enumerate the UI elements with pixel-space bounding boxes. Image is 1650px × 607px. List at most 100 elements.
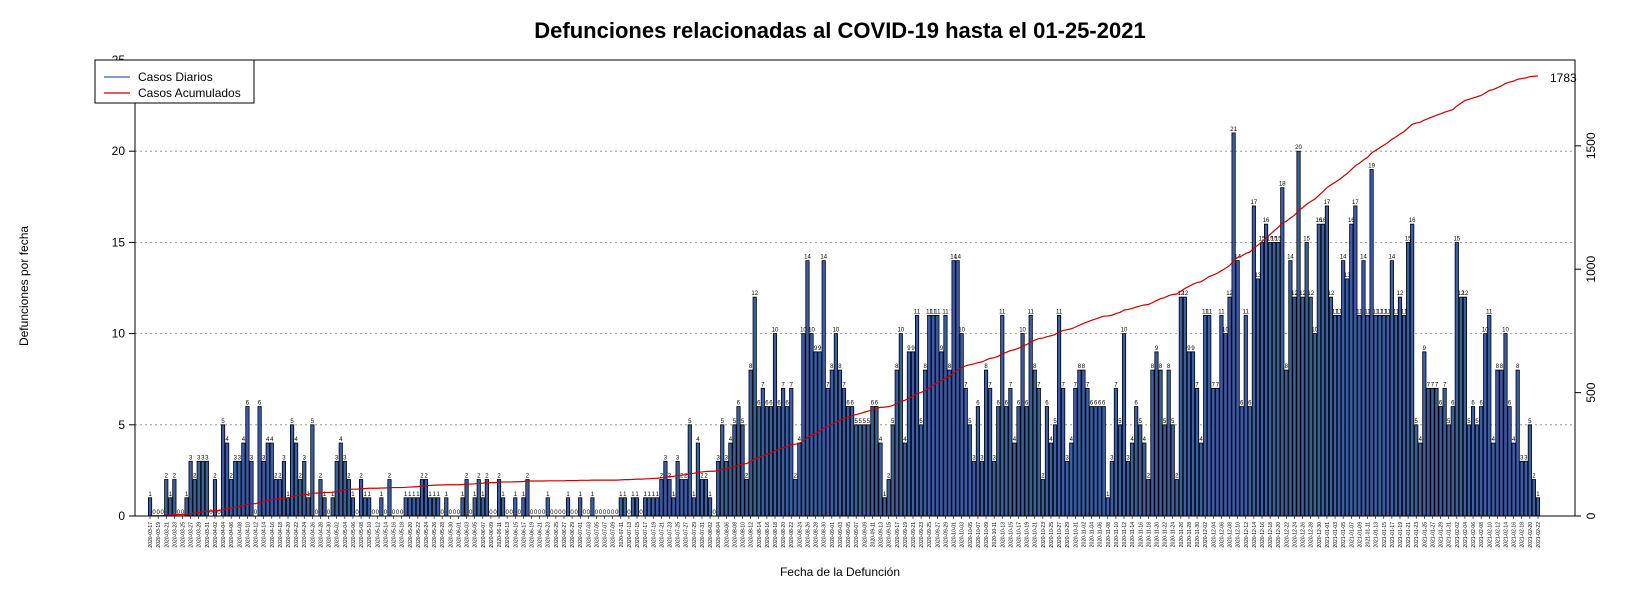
bar [330, 497, 335, 517]
bar [618, 497, 623, 517]
x-tick-label: 2020-09-25 [927, 522, 933, 548]
bar-value-label: 15 [1275, 236, 1282, 242]
bar-value-label: 2 [319, 474, 323, 480]
bar-value-label: 0 [574, 510, 578, 516]
bar [1150, 369, 1155, 517]
bar-value-label: 15 [1267, 236, 1274, 242]
x-tick-label: 2020-11-16 [1138, 522, 1144, 547]
bar [1353, 205, 1358, 517]
bar-value-label: 7 [1037, 382, 1041, 388]
x-tick-label: 2020-08-10 [741, 522, 747, 548]
bar-value-label: 15 [1271, 236, 1278, 242]
bar-value-label: 11 [1373, 309, 1380, 315]
x-tick-label: 2020-05-22 [416, 522, 422, 548]
bar [277, 479, 282, 517]
bar [1016, 406, 1021, 517]
bar-value-label: 2 [165, 474, 169, 480]
x-tick-label: 2020-08-26 [805, 522, 811, 548]
bar [992, 460, 997, 517]
bar [1426, 387, 1431, 517]
bar [1170, 424, 1175, 517]
bar [298, 479, 303, 517]
bar [1434, 387, 1439, 517]
x-tick-label: 2020-05-20 [408, 522, 414, 548]
bar-value-label: 4 [270, 437, 274, 443]
bar-value-label: 1 [169, 492, 173, 498]
x-tick-label: 2020-09-27 [935, 522, 941, 548]
bar-value-label: 3 [1066, 455, 1070, 461]
bar [647, 497, 652, 517]
bar-value-label: 4 [225, 437, 229, 443]
bar [476, 479, 481, 517]
bar-value-label: 0 [449, 510, 453, 516]
y2-tick-label: 0 [1584, 512, 1598, 519]
bar-value-label: 0 [152, 510, 156, 516]
bar-value-label: 3 [197, 455, 201, 461]
x-tick-label: 2020-12-08 [1228, 522, 1234, 548]
bar [261, 460, 266, 517]
bar-value-label: 12 [1182, 291, 1189, 297]
bar [290, 424, 295, 517]
x-tick-label: 2020-04-22 [294, 522, 300, 548]
bar-value-label: 1 [351, 492, 355, 498]
bar [939, 351, 944, 517]
bar [1215, 387, 1220, 517]
bar-value-label: 7 [1114, 382, 1118, 388]
bar-value-label: 2 [359, 474, 363, 480]
bar [837, 369, 843, 517]
x-tick-label: 2020-10-03 [960, 522, 966, 548]
x-tick-label: 2021-01-13 [1374, 522, 1380, 548]
bar [1418, 442, 1423, 517]
bar-value-label: 12 [1307, 291, 1314, 297]
x-tick-label: 2020-09-13 [879, 522, 885, 548]
bar-value-label: 1 [708, 492, 712, 498]
plot-frame [134, 59, 1576, 517]
bar-value-label: 0 [177, 510, 181, 516]
x-tick-label: 2020-07-27 [684, 522, 690, 548]
x-tick-label: 2020-10-31 [1073, 522, 1079, 548]
x-tick-label: 2020-04-10 [245, 522, 251, 548]
bar-value-label: 13 [1255, 273, 1262, 279]
bar [923, 369, 928, 517]
bar-value-label: 9 [1423, 346, 1427, 352]
bar [1503, 333, 1508, 517]
bar-value-label: 6 [1098, 401, 1102, 407]
bar-value-label: 13 [1344, 273, 1351, 279]
bar [1296, 150, 1301, 517]
x-tick-label: 2020-06-29 [570, 522, 576, 548]
bar-value-label: 4 [729, 437, 733, 443]
bar-value-label: 7 [1009, 382, 1013, 388]
bar-value-label: 2 [173, 474, 177, 480]
bar-value-label: 10 [1311, 328, 1318, 334]
chart-title: Defunciones relacionadas al COVID-19 has… [534, 18, 1145, 43]
bar-value-label: 7 [1086, 382, 1090, 388]
x-tick-label: 2021-01-11 [1366, 522, 1372, 547]
bar [1040, 479, 1045, 517]
bar-value-label: 2 [424, 474, 428, 480]
bar [1028, 314, 1033, 517]
bar [188, 460, 193, 517]
bar [720, 424, 725, 517]
bar-value-label: 2 [485, 474, 489, 480]
bar [1182, 296, 1187, 517]
bar [334, 460, 339, 517]
bar-value-label: 18 [1279, 182, 1286, 188]
x-tick-label: 2021-01-15 [1382, 522, 1388, 548]
bar [480, 497, 485, 517]
bar-value-label: 3 [1110, 455, 1114, 461]
bar-value-label: 3 [250, 455, 254, 461]
bar-value-label: 6 [737, 401, 741, 407]
bar [1328, 296, 1334, 517]
x-tick-label: 2020-12-02 [1203, 522, 1209, 548]
x-tick-label: 2020-04-06 [229, 522, 235, 548]
bar [565, 497, 571, 517]
bar-value-label: 6 [871, 401, 875, 407]
bar [411, 497, 416, 517]
bar-value-label: 12 [1226, 291, 1233, 297]
x-tick-label: 2020-11-22 [1163, 522, 1169, 547]
bar-value-label: 9 [1191, 346, 1195, 352]
bar-value-label: 0 [489, 510, 493, 516]
bar-value-label: 1 [286, 492, 290, 498]
bar-value-label: 2 [347, 474, 351, 480]
x-tick-label: 2020-09-17 [895, 522, 901, 548]
